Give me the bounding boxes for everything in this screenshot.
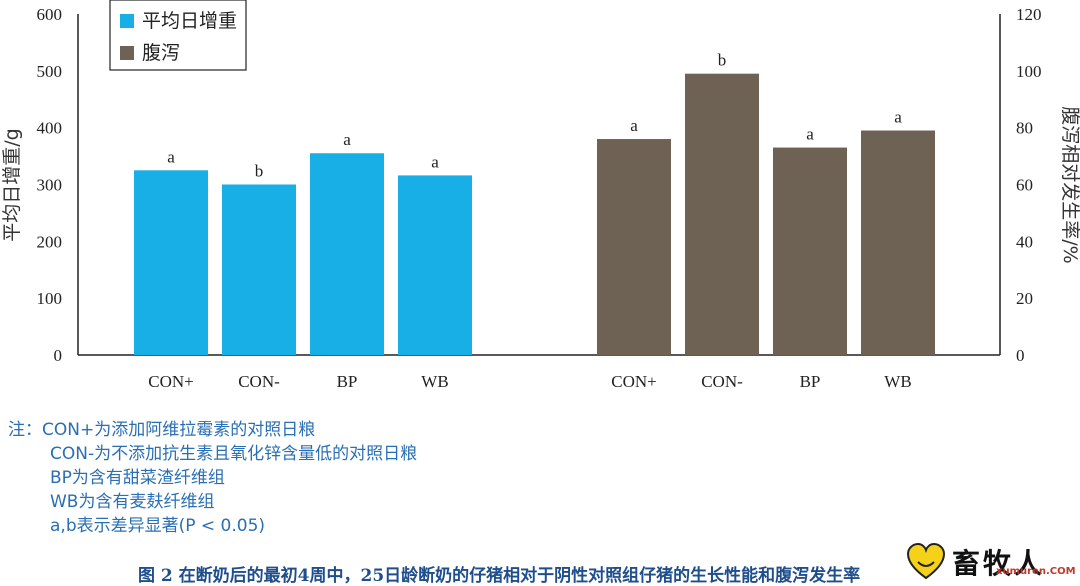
left-tick-label: 400	[37, 119, 63, 138]
legend-swatch	[120, 14, 134, 28]
chart-labels: 0 100 200 300 400 500 600 0 20 40 60 80 100 120 平均日增重/…	[1, 5, 1080, 391]
significance-label: a	[167, 147, 175, 166]
right-tick-label: 80	[1016, 119, 1033, 138]
right-tick-label: 20	[1016, 289, 1033, 308]
right-tick-label: 0	[1016, 346, 1025, 365]
note-text: CON+为添加阿维拉霉素的对照日粮	[42, 420, 316, 440]
note-text: CON-为不添加抗生素且氧化锌含量低的对照日粮	[50, 444, 418, 464]
notes-prefix: 注：	[8, 420, 42, 440]
watermark-domain: xumuren.COM	[996, 566, 1076, 577]
watermark-logo: 畜牧人 xumuren.COM	[900, 540, 1076, 584]
note-line: a,b表示差异显著(P < 0.05)	[8, 514, 417, 538]
note-line: BP为含有甜菜渣纤维组	[8, 466, 417, 490]
category-label: WB	[421, 372, 448, 391]
legend-swatch	[120, 46, 134, 60]
significance-label: a	[343, 130, 351, 149]
note-line: CON-为不添加抗生素且氧化锌含量低的对照日粮	[8, 442, 417, 466]
right-tick-label: 120	[1016, 5, 1042, 24]
significance-label: a	[630, 116, 638, 135]
left-tick-label: 100	[37, 289, 63, 308]
right-tick-label: 40	[1016, 232, 1033, 251]
note-text: BP为含有甜菜渣纤维组	[50, 468, 225, 488]
bar	[773, 147, 847, 355]
right-tick-label: 60	[1016, 176, 1033, 195]
notes: 注：CON+为添加阿维拉霉素的对照日粮 CON-为不添加抗生素且氧化锌含量低的对…	[8, 418, 417, 538]
category-label: BP	[800, 372, 821, 391]
significance-label: a	[431, 152, 439, 171]
chart: 0 100 200 300 400 500 600 0 20 40 60 80 100 120 平均日增重/…	[1, 0, 1080, 391]
right-tick-label: 100	[1016, 62, 1042, 81]
bar	[597, 139, 671, 355]
left-tick-label: 200	[37, 232, 63, 251]
figure-caption: 图 2 在断奶后的最初4周中，25日龄断奶的仔猪相对于阴性对照组仔猪的生长性能和…	[138, 566, 861, 586]
category-label: BP	[337, 372, 358, 391]
note-line: WB为含有麦麸纤维组	[8, 490, 417, 514]
left-tick-label: 300	[37, 176, 63, 195]
note-text: a,b表示差异显著(P < 0.05)	[50, 516, 266, 536]
bar	[861, 130, 935, 355]
category-label: CON-	[238, 372, 280, 391]
left-axis-title: 平均日增重/g	[1, 128, 23, 241]
significance-label: b	[255, 162, 264, 181]
left-tick-label: 600	[37, 5, 63, 24]
significance-label: b	[718, 51, 727, 70]
legend-label: 腹泻	[142, 42, 180, 64]
category-label: CON-	[701, 372, 743, 391]
chart-bars	[134, 73, 935, 356]
left-tick-label: 500	[37, 62, 63, 81]
significance-label: a	[806, 125, 814, 144]
category-label: CON+	[611, 372, 656, 391]
bar	[222, 184, 296, 355]
right-axis-title: 腹泻相对发生率/%	[1059, 106, 1080, 263]
bar	[310, 153, 384, 355]
note-line: 注：CON+为添加阿维拉霉素的对照日粮	[8, 418, 417, 442]
bar	[134, 170, 208, 355]
category-label: CON+	[148, 372, 193, 391]
bar	[685, 73, 759, 356]
watermark-brand: 畜牧人	[952, 547, 1046, 580]
significance-label: a	[894, 108, 902, 127]
left-tick-label: 0	[54, 346, 63, 365]
category-label: WB	[884, 372, 911, 391]
note-text: WB为含有麦麸纤维组	[50, 492, 215, 512]
heart-logo-icon	[906, 542, 946, 580]
bar	[398, 175, 472, 355]
legend-label: 平均日增重	[142, 10, 237, 32]
